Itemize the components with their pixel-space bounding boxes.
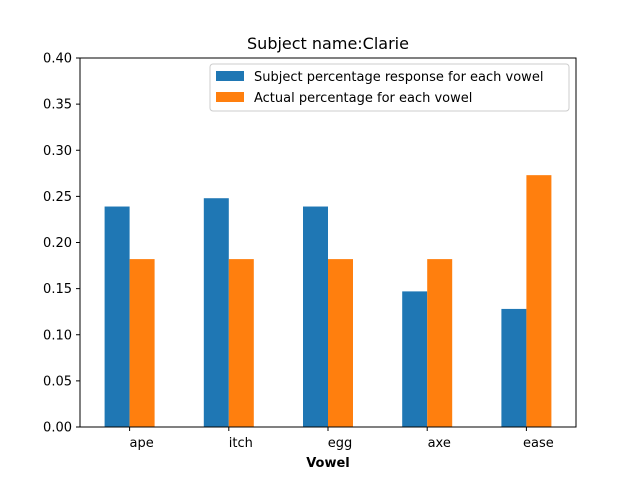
y-tick-label: 0.10 [43,328,72,343]
x-tick-label-axe: axe [428,436,451,451]
bar-itch-series-1 [203,198,229,427]
bar-ape-series-2 [129,259,155,427]
legend-label-series-1: Subject percentage response for each vow… [254,70,543,85]
bar-axe-series-1 [402,291,428,427]
bar-ease-series-1 [501,308,527,427]
bar-axe-series-2 [427,259,453,427]
legend-swatch-series-2 [216,92,244,102]
y-tick-label: 0.00 [43,421,72,436]
bar-ape-series-1 [104,206,130,427]
x-axis-label: Vowel [306,456,350,471]
y-tick-label: 0.25 [43,190,72,205]
x-tick-label-itch: itch [229,436,253,451]
y-tick-label: 0.35 [43,98,72,113]
x-tick-label-ape: ape [129,436,153,451]
y-tick-label: 0.05 [43,374,72,389]
legend-swatch-series-1 [216,71,244,81]
y-tick-label: 0.40 [43,52,72,67]
plot-area: 0.00 0.05 0.10 0.15 0.20 0.25 0.30 0.35 0.40 ape i… [43,52,577,451]
y-tick-label: 0.20 [43,236,72,251]
x-tick-label-egg: egg [328,436,353,451]
legend-label-series-2: Actual percentage for each vowel [254,91,472,106]
bar-egg-series-2 [328,259,353,427]
y-tick-label: 0.30 [43,144,72,159]
bar-itch-series-2 [228,259,254,427]
legend-box [209,63,570,112]
legend: Subject percentage response for each vow… [209,63,570,112]
x-tick-label-ease: ease [523,436,554,451]
chart-title: Subject name:Clarie [247,34,409,53]
bar-ease-series-2 [526,175,552,427]
bar-egg-series-1 [303,206,328,427]
y-tick-label: 0.15 [43,282,72,297]
